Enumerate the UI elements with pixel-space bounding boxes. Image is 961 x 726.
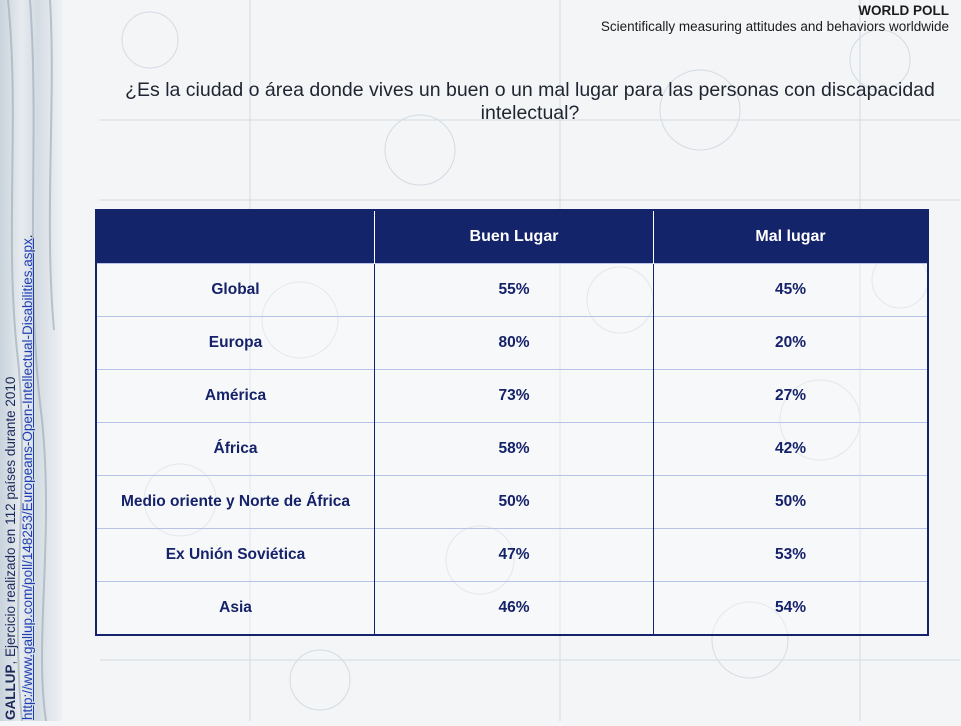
buen-lugar-cell: 80% <box>374 316 654 370</box>
buen-lugar-cell: 58% <box>374 422 654 476</box>
brand-title: WORLD POLL <box>858 3 949 18</box>
table-row: Medio oriente y Norte de África 50% 50% <box>96 475 928 529</box>
table-row: Asia 46% 54% <box>96 581 928 635</box>
mal-lugar-cell: 42% <box>653 422 928 476</box>
brand-header: WORLD POLL Scientifically measuring atti… <box>601 3 949 34</box>
source-text: , Ejercicio realizado en 112 países dura… <box>3 376 18 665</box>
region-cell: Europa <box>96 316 375 370</box>
source-link-suffix: . <box>20 234 35 239</box>
region-cell: Asia <box>96 581 375 635</box>
buen-lugar-cell: 50% <box>374 475 654 529</box>
source-caption: GALLUP, Ejercicio realizado en 112 paíse… <box>2 120 36 720</box>
brand-subtitle: Scientifically measuring attitudes and b… <box>600 19 949 34</box>
table-row: Ex Unión Soviética 47% 53% <box>96 528 928 582</box>
header-region <box>96 210 375 264</box>
mal-lugar-cell: 45% <box>653 263 928 317</box>
mal-lugar-cell: 50% <box>653 475 928 529</box>
buen-lugar-cell: 73% <box>374 369 654 423</box>
mal-lugar-cell: 54% <box>653 581 928 635</box>
table-header-row: Buen Lugar Mal lugar <box>96 210 928 264</box>
header-mal-lugar: Mal lugar <box>653 210 928 264</box>
region-cell: África <box>96 422 375 476</box>
table-row: América 73% 27% <box>96 369 928 423</box>
survey-question: ¿Es la ciudad o área donde vives un buen… <box>125 79 935 124</box>
source-brand: GALLUP <box>3 664 18 721</box>
mal-lugar-cell: 53% <box>653 528 928 582</box>
region-cell: América <box>96 369 375 423</box>
table-row: Europa 80% 20% <box>96 316 928 370</box>
left-decorative-strip <box>0 0 62 721</box>
region-cell: Global <box>96 263 375 317</box>
buen-lugar-cell: 47% <box>374 528 654 582</box>
mal-lugar-cell: 20% <box>653 316 928 370</box>
region-cell: Medio oriente y Norte de África <box>96 475 375 529</box>
results-table: Buen Lugar Mal lugar Global 55% 45% Euro… <box>95 209 929 636</box>
table-row: África 58% 42% <box>96 422 928 476</box>
buen-lugar-cell: 46% <box>374 581 654 635</box>
table-row: Global 55% 45% <box>96 263 928 317</box>
buen-lugar-cell: 55% <box>374 263 654 317</box>
source-link[interactable]: http://www.gallup.com/poll/148253/Europe… <box>20 238 35 720</box>
header-buen-lugar: Buen Lugar <box>374 210 654 264</box>
mal-lugar-cell: 27% <box>653 369 928 423</box>
region-cell: Ex Unión Soviética <box>96 528 375 582</box>
